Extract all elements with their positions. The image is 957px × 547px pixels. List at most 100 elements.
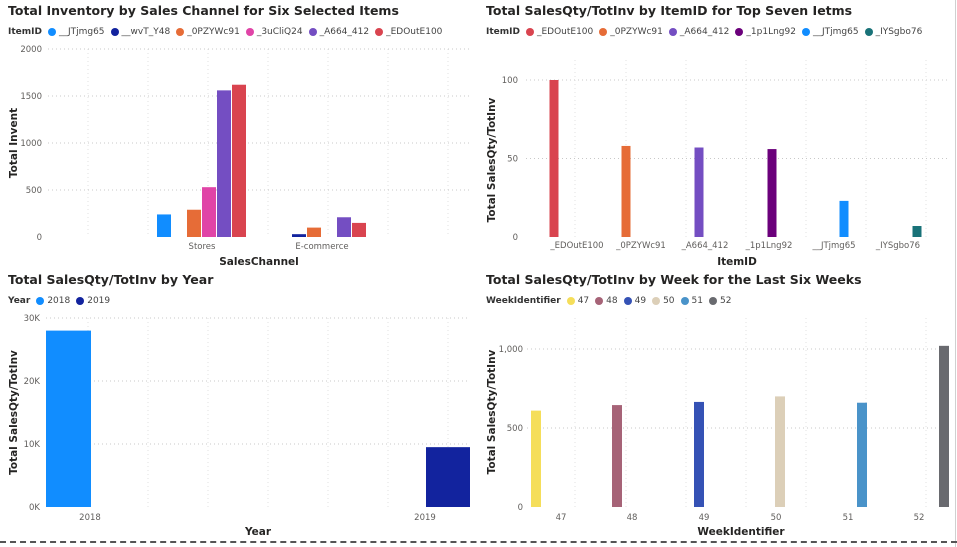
bar — [612, 405, 622, 507]
y-tick-label: 500 — [26, 186, 42, 196]
legend-swatch — [801, 28, 810, 36]
legend-label: _0PZYWc91 — [187, 27, 240, 37]
y-tick-label: 0K — [29, 503, 40, 513]
legend-swatch — [76, 297, 85, 305]
x-axis-title: SalesChannel — [219, 256, 299, 268]
x-tick-label: _EDOutE100 — [549, 241, 603, 251]
legend-swatch — [47, 28, 56, 36]
x-tick-label: 52 — [914, 513, 925, 523]
x-tick-label: 49 — [699, 513, 710, 523]
y-axis-title: Total SalesQty/TotInv — [8, 350, 20, 475]
x-tick-label: __JTjmg65 — [811, 241, 855, 251]
legend-item[interactable]: __JTjmg65 — [47, 27, 105, 37]
y-tick-label: 0 — [518, 503, 523, 513]
legend-swatch — [599, 28, 608, 36]
legend-swatch — [36, 297, 45, 305]
legend-label: _1p1Lng92 — [746, 27, 796, 37]
bar — [839, 200, 849, 237]
legend-label: 2018 — [47, 296, 71, 306]
legend-label: 52 — [719, 296, 732, 306]
legend-swatch — [708, 297, 717, 305]
bar — [531, 410, 541, 507]
bar — [337, 217, 351, 237]
legend-item[interactable]: 52 — [708, 296, 732, 306]
legend-item[interactable]: _0PZYWc91 — [176, 27, 240, 37]
legend-title: ItemID — [486, 27, 520, 37]
bar — [232, 84, 246, 237]
legend-label: _A664_412 — [679, 27, 730, 37]
bar — [46, 330, 91, 507]
legend-item[interactable]: _1p1Lng92 — [735, 27, 796, 37]
legend-item[interactable]: _EDOutE100 — [375, 27, 442, 37]
legend-item[interactable]: _EDOutE100 — [525, 27, 594, 37]
legend-item[interactable]: _A664_412 — [308, 27, 370, 37]
chart-legend[interactable]: WeekIdentifier 47 48 49 50 51 52 — [486, 296, 737, 306]
y-tick-label: 2000 — [20, 45, 42, 55]
legend-label: 51 — [691, 296, 703, 306]
x-tick-label: 48 — [627, 513, 638, 523]
x-tick-label: 2018 — [79, 513, 101, 523]
x-tick-label: 51 — [843, 513, 854, 523]
legend-label: 2019 — [87, 296, 111, 306]
legend-item[interactable]: 2019 — [76, 296, 110, 306]
x-tick-label: 47 — [556, 513, 567, 523]
legend-label: 47 — [577, 296, 590, 306]
x-axis-title: ItemID — [717, 256, 757, 268]
legend-label: _EDOutE100 — [536, 27, 594, 37]
legend-item[interactable]: _0PZYWc91 — [599, 27, 663, 37]
chart-legend[interactable]: Year 2018 2019 — [8, 296, 116, 306]
bar — [694, 401, 704, 507]
legend-item[interactable]: 2018 — [36, 296, 70, 306]
legend-label: _0PZYWc91 — [610, 27, 663, 37]
right-edge-divider — [955, 0, 956, 547]
x-tick-label: Stores — [189, 242, 216, 252]
page-bottom-border — [0, 541, 957, 543]
bar — [857, 402, 867, 507]
legend-item[interactable]: 51 — [680, 296, 703, 306]
legend-item[interactable]: 47 — [566, 296, 590, 306]
chart-legend[interactable]: ItemID __JTjmg65 __wvT_Y48 _0PZYWc91 _3uCliQ… — [8, 27, 448, 37]
x-tick-label: _A664_412 — [681, 241, 729, 251]
legend-item[interactable]: _3uCliQ24 — [245, 27, 303, 37]
x-tick-label: E-commerce — [295, 242, 348, 252]
bar — [352, 222, 366, 237]
chart-title: Total Inventory by Sales Channel for Six… — [8, 3, 399, 18]
legend-item[interactable]: 50 — [652, 296, 675, 306]
legend-label: _A664_412 — [319, 27, 370, 37]
legend-swatch — [308, 28, 317, 36]
legend-swatch — [245, 28, 254, 36]
x-tick-label: _0PZYWc91 — [615, 241, 666, 251]
x-tick-label: _1p1Lng92 — [745, 241, 793, 251]
legend-item[interactable]: _A664_412 — [668, 27, 730, 37]
legend-item[interactable]: __JTjmg65 — [801, 27, 859, 37]
y-tick-label: 10K — [24, 440, 41, 450]
legend-item[interactable]: 48 — [595, 296, 618, 306]
bar — [694, 147, 704, 237]
legend-swatch — [623, 297, 632, 305]
y-axis-title: Total Invent — [8, 108, 20, 178]
chart-legend[interactable]: ItemID _EDOutE100 _0PZYWc91 _A664_412 _1p1Ln… — [486, 27, 928, 37]
bar — [187, 209, 201, 237]
x-axis-title: WeekIdentifier — [697, 526, 785, 538]
legend-swatch — [864, 28, 873, 36]
x-tick-label: 50 — [771, 513, 782, 523]
y-axis-title: Total SalesQty/TotInv — [486, 349, 498, 474]
bar — [157, 214, 171, 237]
legend-label: 48 — [606, 296, 618, 306]
bar — [912, 226, 922, 237]
legend-swatch — [595, 297, 604, 305]
legend-title: WeekIdentifier — [486, 296, 561, 306]
bar — [217, 90, 231, 237]
legend-item[interactable]: 49 — [623, 296, 646, 306]
legend-swatch — [668, 28, 677, 36]
x-tick-label: 2019 — [414, 513, 436, 523]
legend-item[interactable]: _IYSgbo76 — [864, 27, 922, 37]
bar — [775, 396, 785, 507]
y-axis-title: Total SalesQty/TotInv — [486, 97, 498, 222]
bar — [767, 149, 777, 237]
chart-title: Total SalesQty/TotInv by ItemID for Top … — [486, 3, 853, 18]
legend-swatch — [110, 28, 119, 36]
legend-item[interactable]: __wvT_Y48 — [110, 27, 170, 37]
